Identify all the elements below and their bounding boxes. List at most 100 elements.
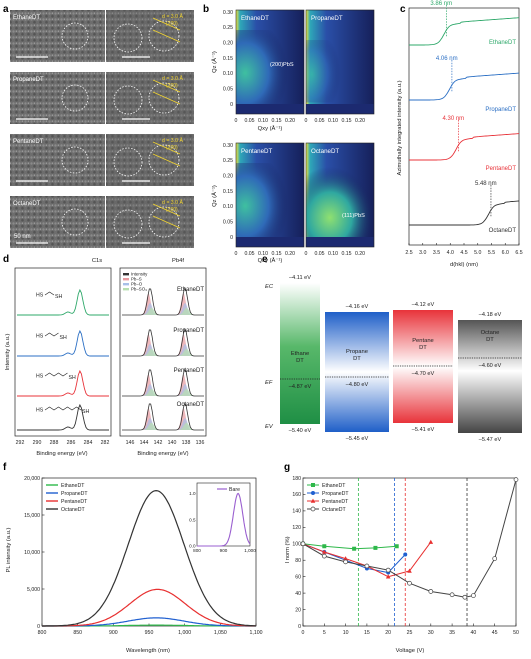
- g-ytick-label: 160: [292, 492, 301, 498]
- iv-point: [394, 544, 399, 549]
- g-xtick-label: 5: [323, 630, 326, 636]
- ev-value: –5.41 eV: [412, 427, 435, 433]
- giwaxs-xtick: 0: [305, 251, 308, 257]
- c1s-frame: [14, 267, 112, 437]
- legend-marker: [310, 498, 316, 503]
- peak-position-label: 4.06 nm: [436, 56, 458, 62]
- pb4f-component: [138, 307, 162, 315]
- thiol-sh-label: SH: [69, 375, 76, 381]
- lattice-fringe-marker: [152, 91, 181, 105]
- giwaxs-xtick: 0: [305, 118, 308, 124]
- inset-xtick-label: 1,000: [244, 548, 256, 553]
- lattice-fringe-marker: [152, 141, 181, 155]
- pb4f-envelope: [122, 401, 204, 431]
- inset-ytick-label: 1.0: [189, 491, 196, 496]
- diffraction-intensity: [236, 30, 298, 108]
- g-legend: EthaneDT PropaneDT PentaneDT OctaneDT: [307, 483, 349, 513]
- c-xtick-label: 6.0: [502, 250, 509, 256]
- legend-entry: Pb–S: [131, 277, 142, 282]
- tem-highlight-circle: [61, 208, 89, 236]
- c-xtick-label: 4.5: [460, 250, 467, 256]
- pb4f-frame: [119, 267, 207, 437]
- c1s-spectrum: [17, 288, 109, 316]
- g-ytick-label: 120: [292, 525, 301, 531]
- f-ytick-label: 0: [37, 624, 40, 630]
- diffraction-intensity: [306, 163, 374, 241]
- legend-entry: PentaneDT: [322, 499, 349, 505]
- panel-c-ylabel: Azimuthally integrated intensity (a.u.): [397, 80, 403, 175]
- band-name-1: Propane: [346, 349, 368, 355]
- thiol-sh-label: SH: [82, 409, 89, 415]
- pb4f-envelope: [122, 367, 204, 397]
- panel-d: d C1s Pb4f HS SH EthaneDT HS SH PropaneDT HS SH…: [3, 254, 207, 457]
- iv-point: [449, 592, 455, 598]
- pb4f-component: [173, 388, 197, 396]
- legend-marker: [311, 491, 315, 495]
- saxs-curve: [409, 133, 520, 161]
- giwaxs-ytick: 0.05: [223, 219, 233, 225]
- tem-particle-circle: [148, 144, 180, 176]
- lattice-fringe-marker: [152, 153, 181, 167]
- c1s-xtick: 290: [33, 440, 42, 446]
- c-xtick-label: 4.0: [447, 250, 454, 256]
- inset-series-line: [197, 492, 251, 547]
- pl-series-line: [42, 588, 256, 627]
- iv-series-line: [302, 541, 432, 578]
- giwaxs-ytick: 0.30: [223, 143, 233, 149]
- scale-bar-label: 50 nm: [14, 234, 31, 240]
- panel-e-letter: e: [262, 254, 268, 265]
- thiol-hs-label: HS: [36, 334, 44, 340]
- giwaxs-xtick: 0.10: [258, 251, 268, 257]
- iv-point: [343, 559, 348, 565]
- panel-f-ylabel: PL intensity (a.u.): [6, 527, 12, 572]
- giwaxs-ytick: 0.15: [223, 56, 233, 62]
- band-name-1: Octane: [481, 330, 500, 336]
- lattice-fringe-marker: [152, 17, 181, 31]
- panel-b-letter: b: [203, 4, 209, 15]
- tem-dspacing-label: d = 3.0 Å: [162, 13, 183, 20]
- f-xtick-label: 900: [109, 630, 118, 636]
- pb4f-envelope: [122, 327, 204, 357]
- giwaxs-map-frame: [305, 142, 375, 248]
- f-ytick-label: 5,000: [27, 587, 40, 593]
- legend-entry: Pb–SO₃: [131, 287, 147, 292]
- pb4f-sample-label: EthaneDT: [177, 287, 204, 293]
- tem-dspacing-label: d = 3.0 Å: [162, 75, 183, 82]
- band-name-2: DT: [419, 345, 427, 351]
- tem-sample-label: PentaneDT: [13, 139, 44, 145]
- pb4f-xtick: 140: [168, 440, 177, 446]
- panel-c-xlabel: d(hkl) (nm): [450, 262, 478, 268]
- giwaxs-map: PropaneDT: [305, 9, 375, 115]
- tem-sample-label: PropaneDT: [13, 77, 44, 83]
- giwaxs-map-label: EthaneDT: [241, 15, 269, 22]
- tem-overview-image: [10, 196, 105, 248]
- band-name-2: DT: [296, 358, 304, 364]
- legend-entry: OctaneDT: [322, 507, 346, 513]
- g-xtick-label: 0: [302, 630, 305, 636]
- panel-c: c 3.86 nm EthaneDT 4.06 nm PropaneDT 4.30 nm…: [397, 1, 523, 268]
- g-ytick-label: 40: [295, 591, 301, 597]
- tem-row: PentaneDT d = 3.0 Å(200): [10, 134, 194, 186]
- panel-a-letter: a: [3, 4, 9, 15]
- tem-particle-circle: [148, 82, 180, 114]
- thiol-sh-label: SH: [60, 335, 67, 341]
- f-xtick-label: 1,100: [250, 630, 263, 636]
- g-xtick-label: 20: [385, 630, 391, 636]
- legend-entry: EthaneDT: [322, 483, 346, 489]
- giwaxs-ytick: 0.20: [223, 173, 233, 179]
- pb4f-xtick: 142: [154, 440, 163, 446]
- ev-value: –5.45 eV: [346, 436, 369, 442]
- pb4f-component: [138, 388, 162, 396]
- tem-overview-image: [10, 72, 105, 124]
- pb4f-xtick: 138: [182, 440, 191, 446]
- tem-sample-label: EthaneDT: [13, 15, 40, 21]
- legend-entry: PropaneDT: [322, 491, 349, 497]
- iv-point: [343, 556, 348, 561]
- g-ytick-label: 80: [295, 558, 301, 564]
- pb4f-xtick: 146: [126, 440, 135, 446]
- peak-position-label: 3.86 nm: [430, 1, 452, 7]
- tem-particle-circle: [113, 147, 143, 177]
- inset-ytick-label: 0.5: [189, 517, 196, 522]
- iv-point: [403, 552, 408, 557]
